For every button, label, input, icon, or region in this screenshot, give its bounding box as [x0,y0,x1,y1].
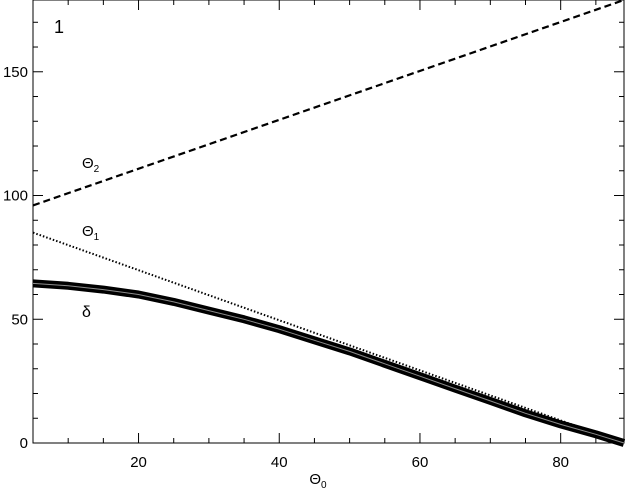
x-tick-label: 40 [271,454,288,471]
series-delta-band [32,279,625,447]
series-group [32,0,625,447]
series-label-delta: δ [82,304,91,321]
y-tick-label: 0 [20,435,28,452]
x-tick-label: 60 [412,454,429,471]
axis-ticks: 20 40 60 80 0 50 100 150 [3,0,624,471]
x-tick-label: 80 [552,454,569,471]
y-tick-label: 150 [3,64,28,81]
series-theta1-line [32,231,625,444]
panel-label: 1 [54,17,64,37]
series-label-theta2: Θ2 [82,155,100,175]
y-tick-label: 100 [3,188,28,205]
series-theta2-line [32,0,625,207]
y-tick-label: 50 [11,311,28,328]
series-delta-inner-line [32,282,625,444]
series-label-theta1: Θ1 [82,223,100,243]
x-axis-title: Θ0 [309,471,327,491]
x-tick-label: 20 [130,454,147,471]
plot-frame [32,0,625,444]
